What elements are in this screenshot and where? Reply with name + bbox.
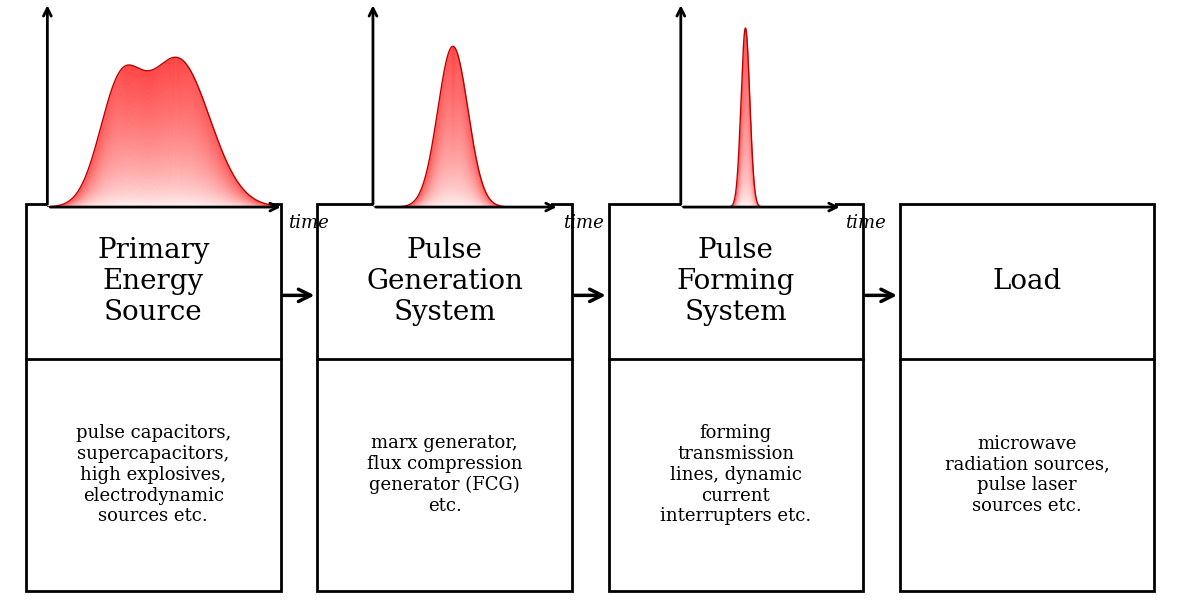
Bar: [26, 204, 281, 591]
Text: time: time: [845, 214, 887, 233]
Text: pulse capacitors,
supercapacitors,
high explosives,
electrodynamic
sources etc.: pulse capacitors, supercapacitors, high …: [76, 424, 231, 526]
Text: Load: Load: [992, 268, 1062, 295]
Text: time: time: [564, 214, 604, 233]
Text: marx generator,
flux compression
generator (FCG)
etc.: marx generator, flux compression generat…: [367, 434, 522, 515]
Text: Primary
Energy
Source: Primary Energy Source: [97, 237, 210, 326]
Bar: [900, 204, 1154, 591]
Bar: [609, 204, 863, 591]
Text: forming
transmission
lines, dynamic
current
interrupters etc.: forming transmission lines, dynamic curr…: [661, 424, 811, 526]
Text: time: time: [288, 214, 329, 233]
Text: Pulse
Forming
System: Pulse Forming System: [677, 237, 794, 326]
Bar: [317, 204, 572, 591]
Text: Pulse
Generation
System: Pulse Generation System: [366, 237, 523, 326]
Text: microwave
radiation sources,
pulse laser
sources etc.: microwave radiation sources, pulse laser…: [945, 434, 1109, 515]
